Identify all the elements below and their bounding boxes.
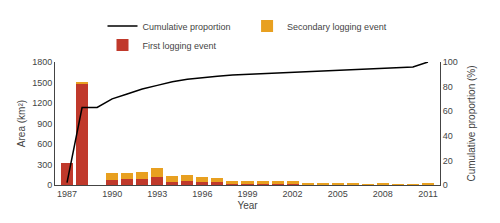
svg-text:First logging event: First logging event bbox=[143, 41, 217, 51]
svg-text:1987: 1987 bbox=[57, 189, 77, 199]
svg-text:1500: 1500 bbox=[32, 78, 52, 88]
svg-text:Year: Year bbox=[237, 200, 258, 211]
svg-text:1993: 1993 bbox=[147, 189, 167, 199]
svg-text:100: 100 bbox=[443, 57, 458, 67]
svg-text:900: 900 bbox=[37, 119, 52, 129]
svg-text:0: 0 bbox=[47, 180, 52, 190]
svg-text:40: 40 bbox=[443, 131, 453, 141]
svg-text:1999: 1999 bbox=[237, 189, 257, 199]
svg-text:2002: 2002 bbox=[283, 189, 303, 199]
svg-text:1996: 1996 bbox=[192, 189, 212, 199]
svg-text:Area (km²): Area (km²) bbox=[16, 100, 27, 147]
svg-text:60: 60 bbox=[443, 106, 453, 116]
svg-text:300: 300 bbox=[37, 160, 52, 170]
svg-text:0: 0 bbox=[443, 180, 448, 190]
svg-text:2005: 2005 bbox=[328, 189, 348, 199]
svg-text:80: 80 bbox=[443, 82, 453, 92]
svg-text:Cumulative proportion: Cumulative proportion bbox=[143, 22, 231, 32]
svg-text:Cumulative proportion (%): Cumulative proportion (%) bbox=[466, 65, 477, 181]
svg-text:20: 20 bbox=[443, 156, 453, 166]
svg-text:2008: 2008 bbox=[373, 189, 393, 199]
svg-text:1990: 1990 bbox=[102, 189, 122, 199]
svg-text:1200: 1200 bbox=[32, 98, 52, 108]
svg-text:600: 600 bbox=[37, 139, 52, 149]
svg-text:Secondary logging event: Secondary logging event bbox=[287, 22, 387, 32]
svg-text:2011: 2011 bbox=[418, 189, 437, 199]
svg-text:1800: 1800 bbox=[32, 57, 52, 67]
